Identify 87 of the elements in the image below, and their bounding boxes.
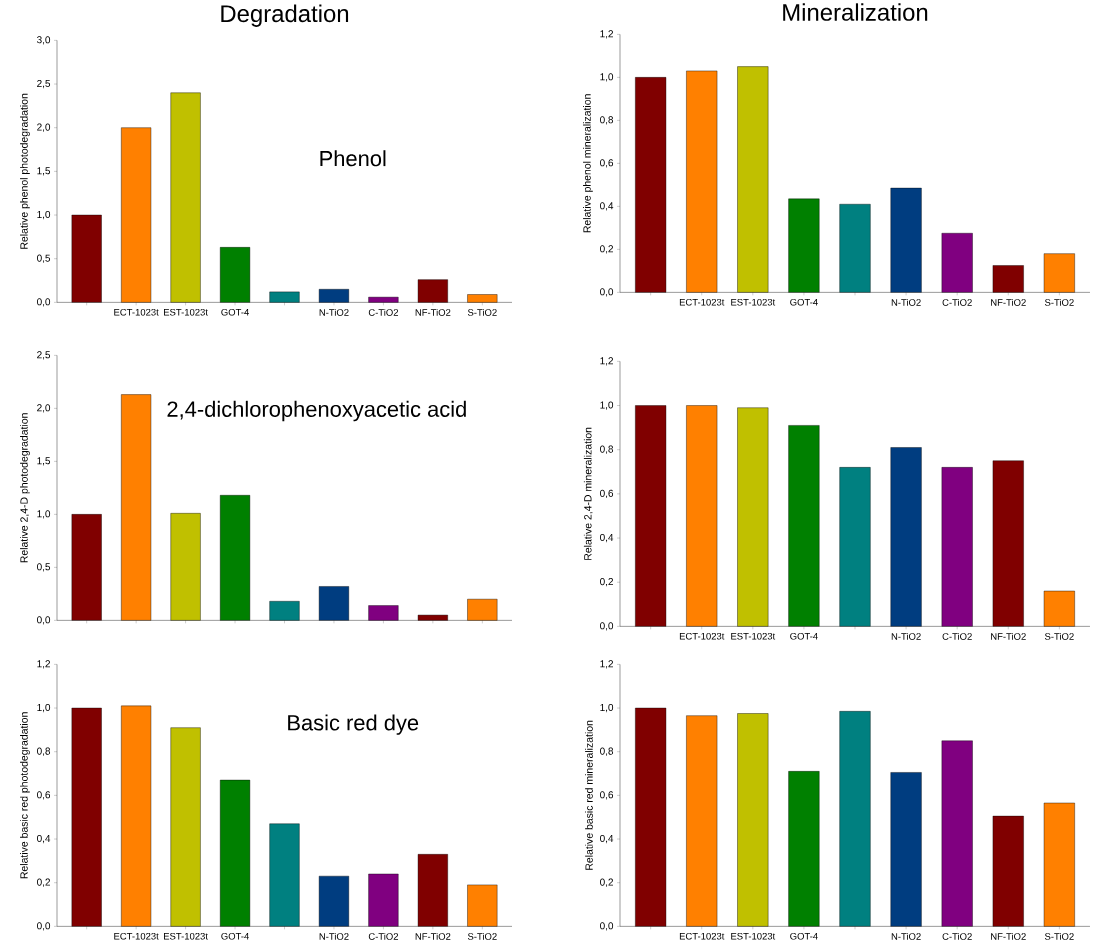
x-tick-label: C-TiO2 xyxy=(942,632,972,640)
y-tick-label: 1,2 xyxy=(600,357,613,366)
x-tick-label: GOT-4 xyxy=(790,298,818,306)
x-tick-label: GOT-4 xyxy=(790,632,818,640)
y-tick-label: 2,0 xyxy=(37,404,51,413)
y-tick-label: 1,0 xyxy=(37,510,51,519)
y-tick-label: 0,2 xyxy=(600,577,613,587)
y-tick-label: 0,6 xyxy=(600,489,614,498)
y-axis-title: Relative 2,4-D mineralization xyxy=(583,427,593,560)
y-tick-label: 1,2 xyxy=(600,660,613,669)
y-tick-label: 0,4 xyxy=(37,834,51,843)
y-tick-label: 0,5 xyxy=(37,563,51,572)
y-tick-label: 0,8 xyxy=(37,747,51,756)
y-tick-label: 0,2 xyxy=(600,245,613,254)
x-tick-label: EST-1023t xyxy=(164,308,208,316)
y-tick-label: 1,5 xyxy=(37,167,51,176)
y-tick-label: 0,2 xyxy=(37,878,50,887)
y-tick-label: 0,6 xyxy=(600,791,614,800)
x-tick-label: ECT-1023t xyxy=(114,932,159,940)
x-tick-label: EST-1023t xyxy=(731,298,776,306)
x-tick-label: C-TiO2 xyxy=(368,932,399,940)
y-axis-title: Relative 2,4-D photodegradation xyxy=(20,413,30,563)
annotation: Basic red dye xyxy=(288,714,419,735)
x-tick-label: ECT-1023t xyxy=(679,632,725,640)
y-tick-label: 1,0 xyxy=(37,210,51,219)
x-tick-label: N-TiO2 xyxy=(319,308,349,316)
y-tick-label: 0,0 xyxy=(37,298,51,307)
y-axis-title: Relative basic red photodegradation xyxy=(20,712,30,879)
y-tick-label: 0,4 xyxy=(600,834,614,843)
x-tick-label: EST-1023t xyxy=(731,632,776,640)
y-tick-label: 1,0 xyxy=(600,401,614,410)
y-axis-title: Relative phenol mineralization xyxy=(583,94,593,233)
x-tick-label: C-TiO2 xyxy=(368,308,399,316)
x-tick-label: GOT-4 xyxy=(790,932,818,940)
y-tick-label: 1,2 xyxy=(600,30,613,39)
y-tick-label: 0,0 xyxy=(37,616,51,625)
x-tick-label: NF-TiO2 xyxy=(991,932,1026,940)
y-tick-label: 0,0 xyxy=(37,922,51,931)
x-tick-label: S-TiO2 xyxy=(1044,298,1074,306)
chart-title: Degradation xyxy=(221,4,349,27)
x-tick-label: C-TiO2 xyxy=(942,932,972,940)
x-tick-label: S-TiO2 xyxy=(467,932,497,940)
x-tick-label: NF-TiO2 xyxy=(415,308,451,316)
y-tick-label: 1,5 xyxy=(37,457,51,466)
x-tick-label: ECT-1023t xyxy=(679,298,725,306)
chart-title: Mineralization xyxy=(783,3,928,21)
annotation: Phenol xyxy=(320,150,386,167)
x-tick-label: NF-TiO2 xyxy=(415,932,451,940)
y-tick-label: 0,2 xyxy=(600,878,613,887)
y-tick-label: 0,5 xyxy=(37,254,51,263)
x-tick-label: S-TiO2 xyxy=(467,308,497,316)
y-tick-label: 0,6 xyxy=(600,159,614,168)
y-tick-label: 0,4 xyxy=(600,533,614,542)
annotation: 2,4-dichlorophenoxyacetic acid xyxy=(167,400,466,422)
y-tick-label: 2,5 xyxy=(37,351,51,360)
y-tick-label: 1,0 xyxy=(600,703,614,712)
y-axis-title: Relative phenol photodegradation xyxy=(20,93,30,249)
x-tick-label: ECT-1023t xyxy=(679,932,725,940)
y-tick-label: 1,2 xyxy=(37,660,50,669)
x-tick-label: S-TiO2 xyxy=(1044,932,1074,940)
y-tick-label: 0,0 xyxy=(600,288,614,297)
x-tick-label: GOT-4 xyxy=(221,932,249,940)
y-axis-title: Relative basic red mineralization xyxy=(585,720,593,870)
y-tick-label: 0,0 xyxy=(600,922,614,931)
x-tick-label: EST-1023t xyxy=(731,932,776,940)
y-tick-label: 0,8 xyxy=(600,445,614,454)
y-tick-label: 0,4 xyxy=(600,202,614,211)
x-tick-label: N-TiO2 xyxy=(891,298,921,306)
x-tick-label: N-TiO2 xyxy=(891,632,921,640)
x-tick-label: N-TiO2 xyxy=(891,932,921,940)
y-tick-label: 2,5 xyxy=(37,79,51,88)
x-tick-label: C-TiO2 xyxy=(942,298,972,306)
x-tick-label: GOT-4 xyxy=(221,308,249,316)
y-tick-label: 0,6 xyxy=(37,791,51,800)
x-tick-label: N-TiO2 xyxy=(319,932,349,940)
y-tick-label: 1,0 xyxy=(600,73,614,82)
y-tick-label: 0,8 xyxy=(600,747,614,756)
x-tick-label: NF-TiO2 xyxy=(991,632,1026,640)
y-tick-label: 1,0 xyxy=(37,703,51,712)
x-tick-label: NF-TiO2 xyxy=(991,298,1026,306)
y-tick-label: 3,0 xyxy=(37,36,51,45)
y-tick-label: 0,8 xyxy=(600,116,614,125)
y-tick-label: 2,0 xyxy=(37,123,51,132)
x-tick-label: EST-1023t xyxy=(164,932,208,940)
x-tick-label: S-TiO2 xyxy=(1044,632,1074,640)
x-tick-label: ECT-1023t xyxy=(114,308,159,316)
y-tick-label: 0,0 xyxy=(600,622,614,631)
